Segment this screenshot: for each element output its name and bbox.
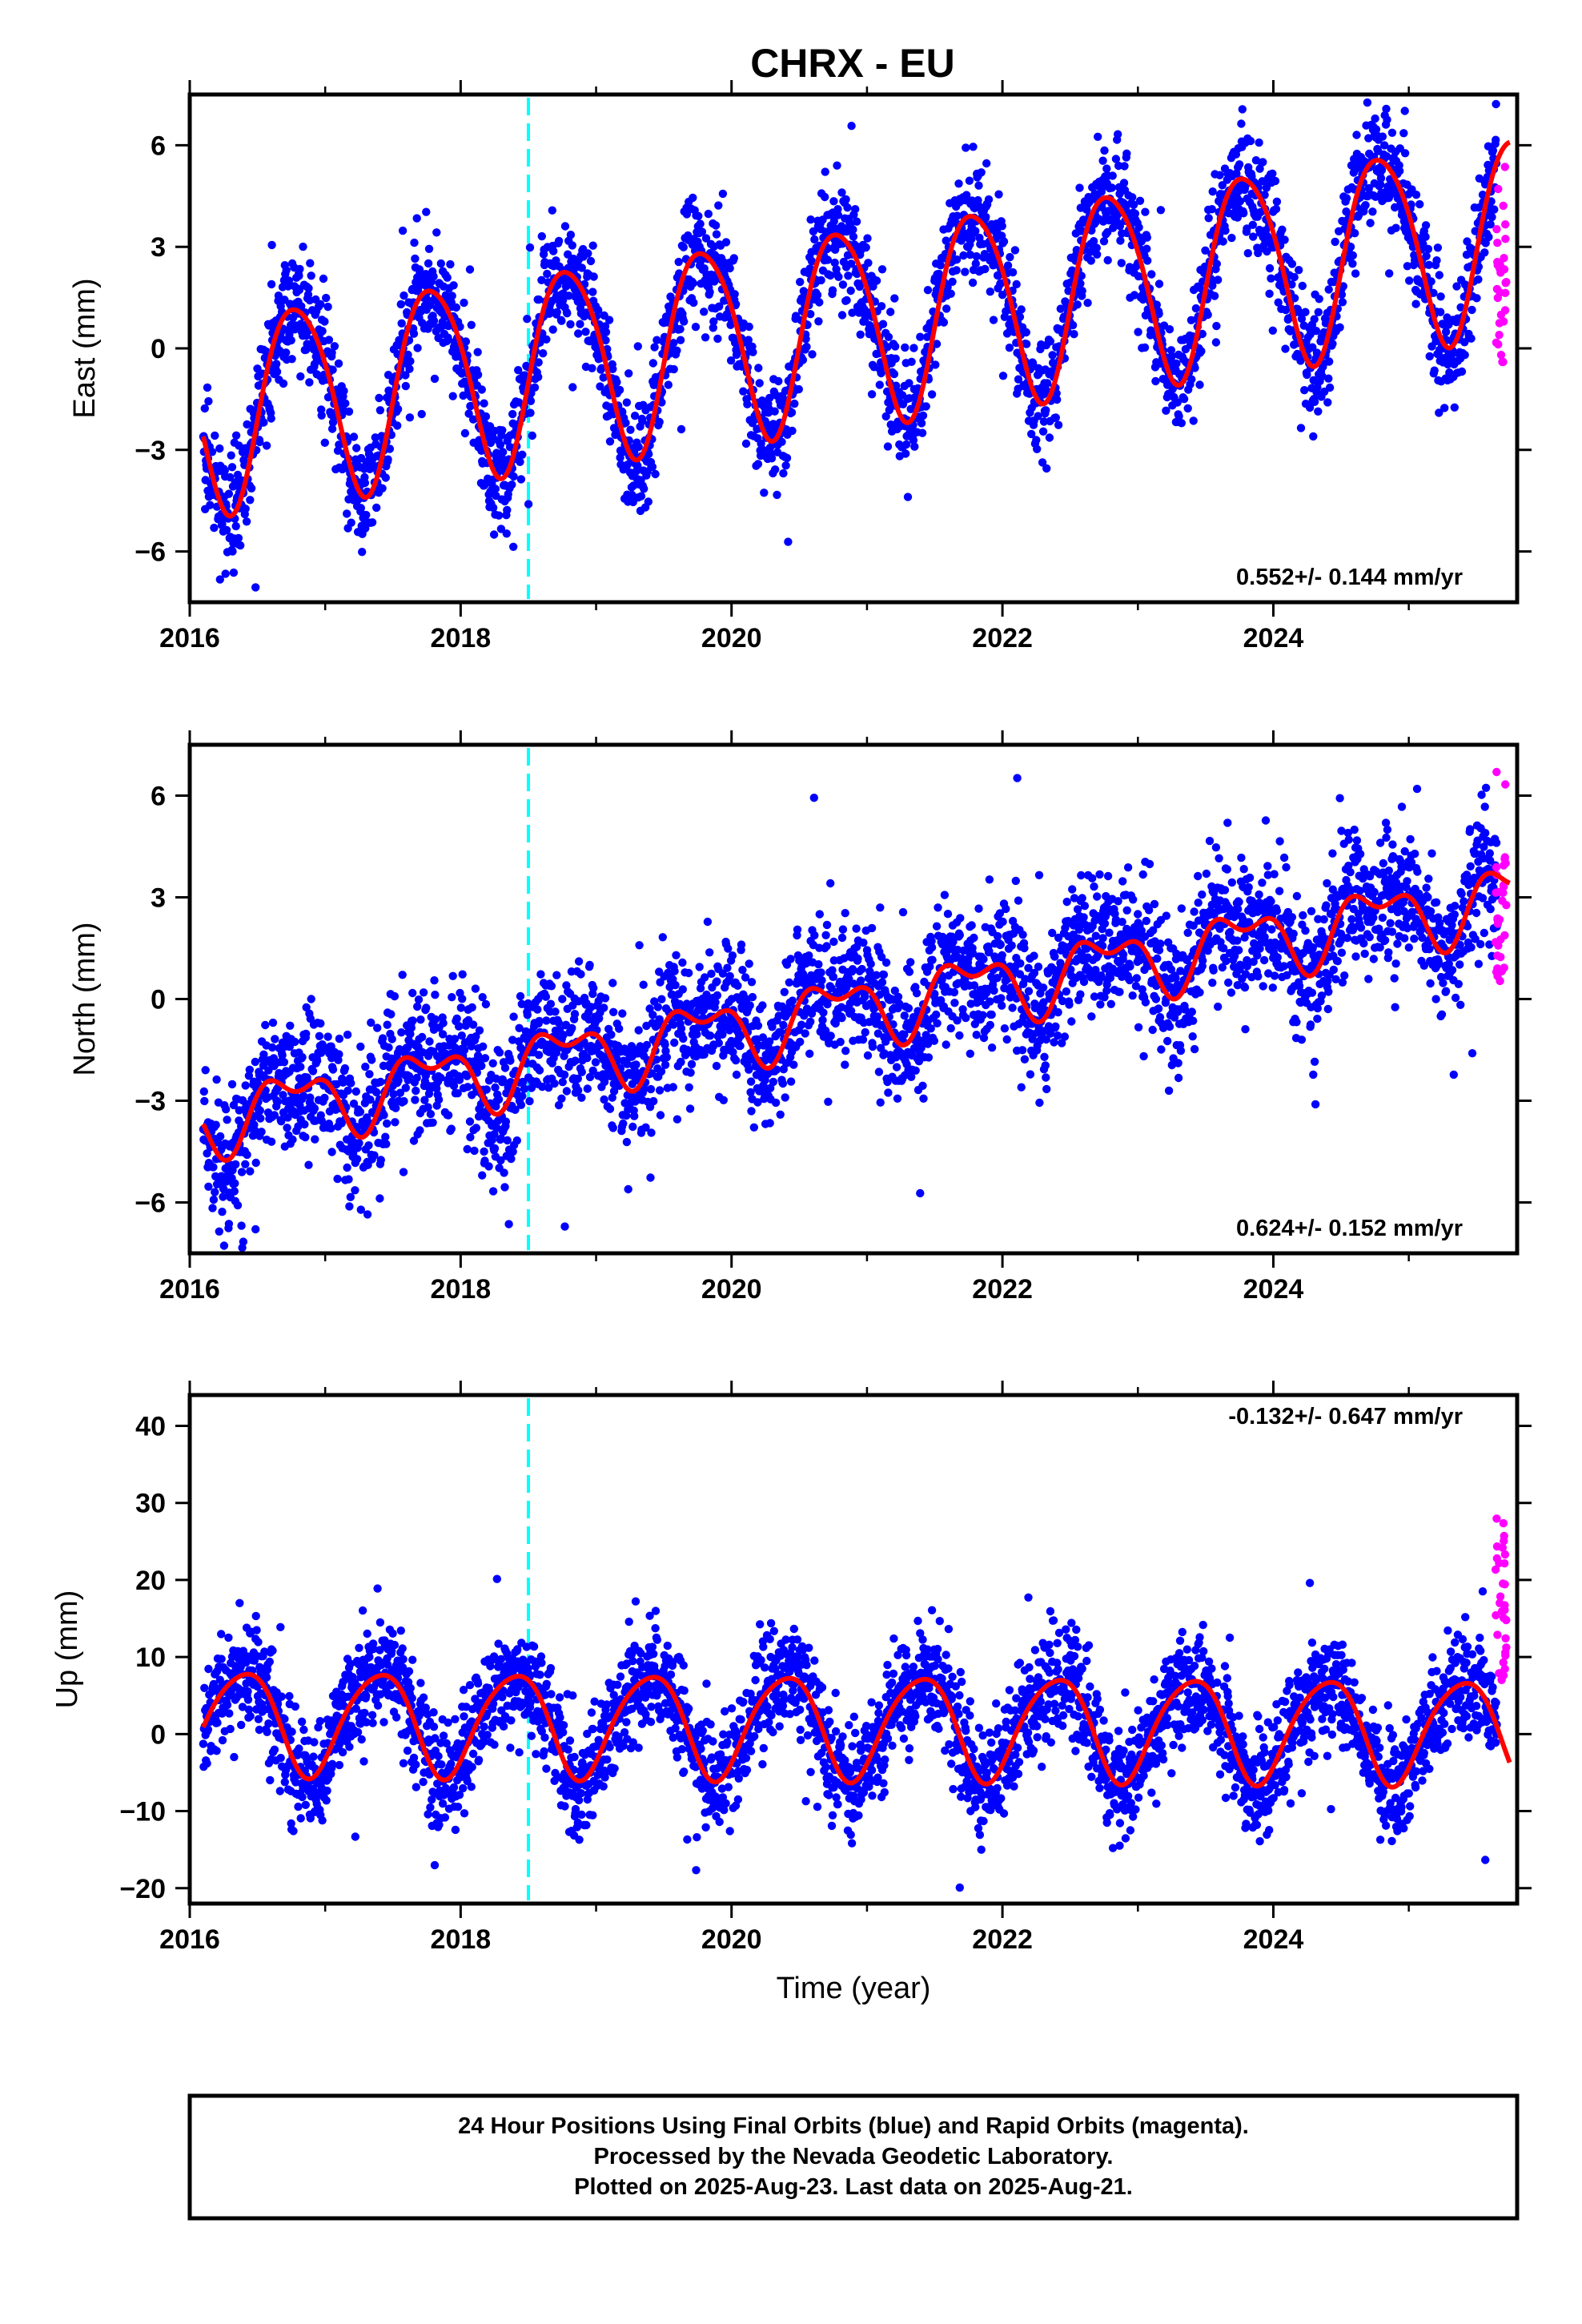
- up-rapid-orbit-points: [1491, 1514, 1511, 1684]
- up-rate-label: -0.132+/- 0.647 mm/yr: [1228, 1404, 1463, 1429]
- up-x-axis-label: Time (year): [777, 1972, 931, 2005]
- east-x-tick-label: 2020: [701, 623, 762, 653]
- north-x-tick-label: 2016: [159, 1274, 220, 1305]
- up-rapid-points: [1491, 1514, 1511, 1684]
- up-x-tick-label: 2016: [159, 1924, 220, 1955]
- east-axis-ticks: 2016 2018 2020 2022 2024 −6 −3 0 3 6: [135, 80, 1532, 653]
- up-y-axis-label: Up (mm): [50, 1590, 84, 1709]
- up-y-tick-label: 20: [135, 1566, 166, 1596]
- chart-title: CHRX - EU: [750, 41, 955, 86]
- east-rate-label: 0.552+/- 0.144 mm/yr: [1236, 565, 1463, 590]
- up-y-tick-label: 40: [135, 1411, 166, 1441]
- east-x-tick-label: 2016: [159, 623, 220, 653]
- east-y-tick-label: 3: [151, 232, 166, 263]
- up-y-tick-label: 30: [135, 1489, 166, 1519]
- up-x-tick-label: 2024: [1243, 1924, 1304, 1955]
- up-model-curve: [201, 1671, 1512, 1790]
- north-x-tick-label: 2020: [701, 1274, 762, 1305]
- north-model-curve: [201, 870, 1512, 1163]
- east-y-tick-label: 0: [151, 334, 166, 364]
- north-x-tick-label: 2022: [972, 1274, 1033, 1305]
- north-axis-ticks: 2016 2018 2020 2022 2024 −6 −3 0 3 6: [135, 730, 1532, 1305]
- east-model-line: [200, 139, 1512, 519]
- north-x-tick-label: 2018: [431, 1274, 492, 1305]
- east-rapid-orbit-points: [1492, 163, 1511, 367]
- north-panel: 2016 2018 2020 2022 2024 −6 −3 0 3 6 North (mm) 0…: [68, 730, 1532, 1305]
- up-y-tick-label: 10: [135, 1642, 166, 1673]
- north-y-tick-label: 0: [151, 985, 166, 1015]
- east-frame-rect: [187, 92, 1520, 605]
- up-model-line: [201, 1671, 1512, 1790]
- up-x-tick-label: 2022: [972, 1924, 1033, 1955]
- up-panel: 2016 2018 2020 2022 2024 −20 −10 0 10 20 30 40 Up (…: [50, 1381, 1532, 2005]
- north-panel-frame: [187, 742, 1520, 1256]
- footer-line-1: 24 Hour Positions Using Final Orbits (bl…: [458, 2113, 1249, 2139]
- up-x-tick-label: 2018: [431, 1924, 492, 1955]
- north-y-tick-label: 3: [151, 883, 166, 914]
- east-final-orbit-points: [199, 98, 1501, 592]
- footer-line-3: Plotted on 2025-Aug-23. Last data on 202…: [574, 2174, 1133, 2200]
- north-x-tick-label: 2024: [1243, 1274, 1304, 1305]
- north-rate-label: 0.624+/- 0.152 mm/yr: [1236, 1216, 1463, 1241]
- east-y-tick-label: −6: [135, 537, 166, 568]
- east-final-points: [199, 98, 1501, 592]
- east-rapid-points: [1492, 163, 1511, 367]
- east-panel-frame: [187, 92, 1520, 605]
- up-panel-frame: [187, 1393, 1520, 1906]
- east-y-axis-label: East (mm): [68, 278, 102, 418]
- east-y-tick-label: 6: [151, 131, 166, 161]
- north-final-orbit-points: [199, 774, 1501, 1252]
- up-y-tick-label: −10: [119, 1797, 166, 1827]
- east-y-tick-label: −3: [135, 436, 166, 466]
- up-y-tick-label: −20: [119, 1874, 166, 1904]
- up-x-tick-label: 2020: [701, 1924, 762, 1955]
- up-axis-ticks: 2016 2018 2020 2022 2024 −20 −10 0 10 20 30 40: [119, 1381, 1532, 1955]
- north-y-tick-label: −6: [135, 1188, 166, 1219]
- north-y-tick-label: 6: [151, 782, 166, 812]
- up-final-orbit-points: [199, 1574, 1501, 1892]
- north-y-tick-label: −3: [135, 1087, 166, 1117]
- north-frame-rect: [187, 742, 1520, 1256]
- footer-box: 24 Hour Positions Using Final Orbits (bl…: [187, 2093, 1520, 2221]
- up-final-points: [199, 1574, 1501, 1892]
- north-model-line: [201, 870, 1512, 1163]
- east-x-tick-label: 2022: [972, 623, 1033, 653]
- north-y-axis-label: North (mm): [68, 922, 102, 1076]
- east-x-tick-label: 2018: [431, 623, 492, 653]
- east-model-curve: [200, 139, 1512, 519]
- up-frame-rect: [187, 1393, 1520, 1906]
- east-x-tick-label: 2024: [1243, 623, 1304, 653]
- up-y-tick-label: 0: [151, 1719, 166, 1750]
- north-final-points: [199, 774, 1501, 1252]
- east-panel: 2016 2018 2020 2022 2024 −6 −3 0 3 6 East (mm) 0.…: [68, 80, 1532, 653]
- footer-line-2: Processed by the Nevada Geodetic Laborat…: [594, 2144, 1114, 2169]
